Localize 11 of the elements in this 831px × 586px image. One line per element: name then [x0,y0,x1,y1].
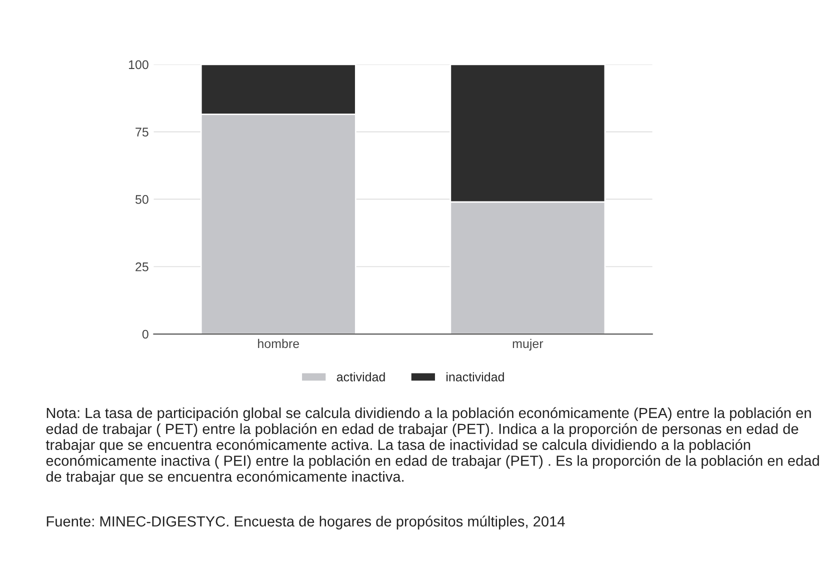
x-tick-label: mujer [512,338,544,351]
y-tick-label: 100 [128,60,148,70]
legend-label: actividad [336,372,385,382]
source-note: Fuente: MINEC-DIGESTYC. Encuesta de hogares de propósitos múltiples, 2014 [46,516,565,530]
x-tick-label: hombre [258,338,300,348]
legend-label: inactividad [446,372,504,382]
text: Nota: La tasa de participación global se calcula dividiendo a la población económicamente (PEA) entre la población en edad de trabajar ( PET) entre la población en edad de trabajar (PET). Indica a la proporción de personas en edad de trabajar que se encuentra económicamente activa. La tasa de inactividad se calcula dividiendo a la población económicamente inactiva ( PEI) entre la población en edad de trabajar (PET) . Es la proporción de la población en edad de trabajar que se encuentra económicamente inactiva. [46,407,819,485]
y-tick-label: 50 [135,195,148,204]
y-tick-label: 75 [136,128,148,136]
y-tick-label: 0 [142,330,148,339]
y-tick-label: 25 [136,262,148,272]
